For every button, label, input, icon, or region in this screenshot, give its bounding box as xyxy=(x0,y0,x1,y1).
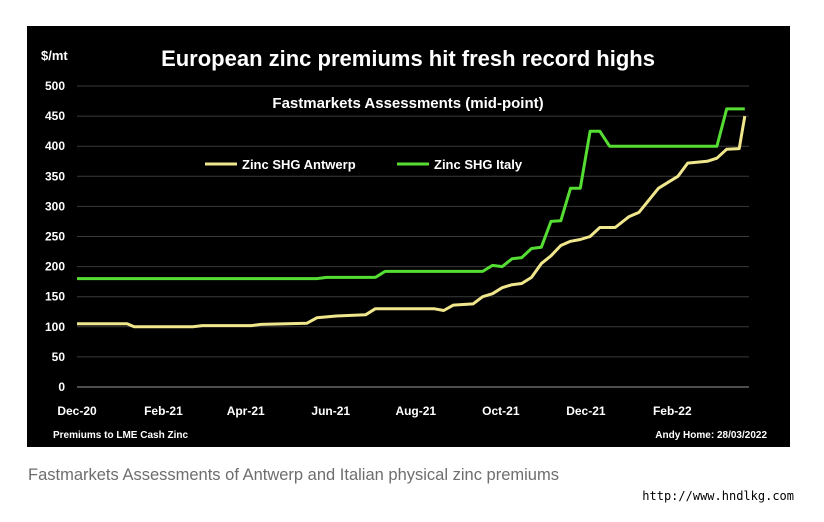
y-tick-label: 400 xyxy=(45,139,65,153)
x-tick-label: Aug-21 xyxy=(395,404,436,418)
x-tick-label: Dec-20 xyxy=(57,404,97,418)
legend-label-antwerp: Zinc SHG Antwerp xyxy=(242,157,356,172)
y-tick-label: 150 xyxy=(45,290,65,304)
x-tick-label: Feb-21 xyxy=(144,404,183,418)
legend: Zinc SHG Antwerp Zinc SHG Italy xyxy=(205,157,523,172)
y-tick-label: 200 xyxy=(45,260,65,274)
legend-label-italy: Zinc SHG Italy xyxy=(434,157,523,172)
series-line-italy xyxy=(77,107,745,281)
figure-caption: Fastmarkets Assessments of Antwerp and I… xyxy=(28,466,559,484)
y-axis-label: $/mt xyxy=(41,48,68,63)
footnote-source: Premiums to LME Cash Zinc xyxy=(53,430,188,441)
x-tick-label: Apr-21 xyxy=(227,404,265,418)
chart-panel: $/mt European zinc premiums hit fresh re… xyxy=(27,26,790,447)
x-tick-labels: Dec-20 Feb-21 Apr-21 Jun-21 Aug-21 Oct-21 Dec-… xyxy=(57,404,692,418)
chart-subtitle: Fastmarkets Assessments (mid-point) xyxy=(272,95,543,112)
y-tick-label: 100 xyxy=(45,320,65,334)
x-tick-label: Feb-22 xyxy=(653,404,692,418)
x-tick-label: Jun-21 xyxy=(311,404,350,418)
x-tick-label: Dec-21 xyxy=(566,404,606,418)
y-tick-label: 0 xyxy=(58,380,65,394)
x-tick-label: Oct-21 xyxy=(482,404,520,418)
y-tick-label: 500 xyxy=(45,79,65,93)
y-tick-label: 50 xyxy=(52,350,66,364)
y-tick-label: 300 xyxy=(45,199,65,213)
y-tick-labels: 0 50 100 150 200 250 300 350 400 450 500 xyxy=(45,79,65,394)
y-tick-label: 450 xyxy=(45,109,65,123)
series-line-antwerp xyxy=(77,115,747,329)
chart-svg: $/mt European zinc premiums hit fresh re… xyxy=(27,26,790,447)
watermark-url: http://www.hndlkg.com xyxy=(642,489,794,503)
y-tick-label: 350 xyxy=(45,169,65,183)
series-layer xyxy=(77,107,747,329)
chart-title: European zinc premiums hit fresh record … xyxy=(161,46,655,71)
footnote-author: Andy Home: 28/03/2022 xyxy=(655,430,767,441)
y-tick-label: 250 xyxy=(45,230,65,244)
